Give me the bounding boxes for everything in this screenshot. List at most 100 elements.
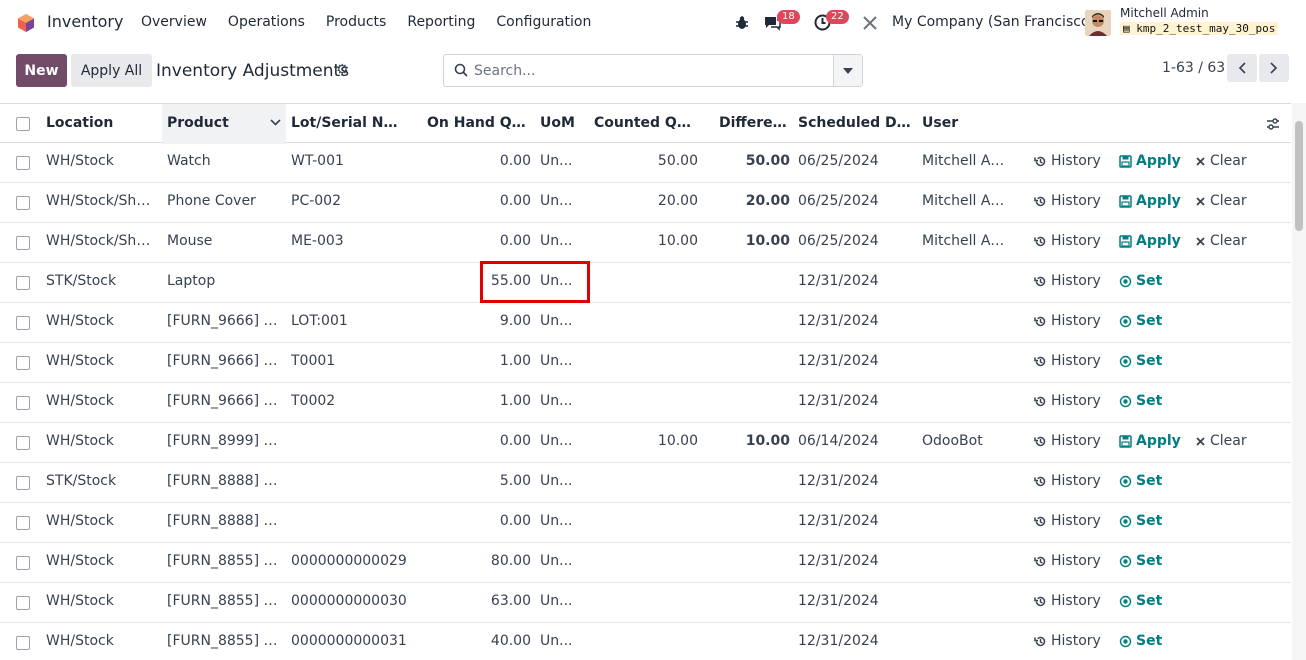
cell-product[interactable]: Phone Cover xyxy=(167,193,256,209)
cell-location[interactable]: STK/Stock xyxy=(46,273,117,289)
apply-button[interactable]: Apply xyxy=(1119,233,1181,249)
row-checkbox[interactable] xyxy=(16,156,30,170)
cell-scheduled-date[interactable]: 12/31/2024 xyxy=(798,513,879,529)
row-checkbox[interactable] xyxy=(16,356,30,370)
col-product[interactable]: Product xyxy=(167,115,229,131)
cell-on-hand[interactable]: 5.00 xyxy=(499,473,531,489)
history-button[interactable]: History xyxy=(1034,153,1101,169)
table-row[interactable]: WH/Stock [FURN_8888] O... 0.00 Un... 12/31/2… xyxy=(0,503,1291,543)
scrollbar-thumb[interactable] xyxy=(1295,121,1303,231)
history-button[interactable]: History xyxy=(1034,473,1101,489)
cell-scheduled-date[interactable]: 12/31/2024 xyxy=(798,353,879,369)
cell-scheduled-date[interactable]: 06/25/2024 xyxy=(798,153,879,169)
cell-product[interactable]: [FURN_8855] D... xyxy=(167,593,281,609)
cell-product[interactable]: [FURN_9666] T... xyxy=(167,393,281,409)
history-button[interactable]: History xyxy=(1034,193,1101,209)
table-row[interactable]: STK/Stock [FURN_8888] O... 5.00 Un... 12/31/… xyxy=(0,463,1291,503)
cell-product[interactable]: [FURN_8855] D... xyxy=(167,633,281,649)
cell-uom[interactable]: Un... xyxy=(540,233,573,249)
cell-product[interactable]: Laptop xyxy=(167,273,216,289)
cell-on-hand[interactable]: 9.00 xyxy=(499,313,531,329)
cell-counted[interactable]: 20.00 xyxy=(657,193,698,209)
table-row[interactable]: WH/Stock [FURN_8855] D... 0000000000029 80.… xyxy=(0,543,1291,583)
cell-scheduled-date[interactable]: 12/31/2024 xyxy=(798,393,879,409)
cell-scheduled-date[interactable]: 12/31/2024 xyxy=(798,273,879,289)
history-button[interactable]: History xyxy=(1034,313,1101,329)
cell-user[interactable]: Mitchell Ad... xyxy=(922,193,1012,209)
cell-uom[interactable]: Un... xyxy=(540,193,573,209)
cell-counted[interactable]: 10.00 xyxy=(657,433,698,449)
cell-counted[interactable]: 10.00 xyxy=(657,233,698,249)
cell-uom[interactable]: Un... xyxy=(540,433,573,449)
cell-on-hand[interactable]: 0.00 xyxy=(499,193,531,209)
cell-user[interactable]: Mitchell Ad... xyxy=(922,233,1012,249)
cell-lot-serial[interactable]: T0001 xyxy=(291,353,336,369)
cell-location[interactable]: WH/Stock xyxy=(46,633,114,649)
apply-button[interactable]: Apply xyxy=(1119,153,1181,169)
table-row[interactable]: WH/Stock [FURN_9666] T... T0001 1.00 Un... 12… xyxy=(0,343,1291,383)
cell-lot-serial[interactable]: ME-003 xyxy=(291,233,344,249)
cell-user[interactable]: Mitchell Ad... xyxy=(922,153,1012,169)
row-checkbox[interactable] xyxy=(16,396,30,410)
cell-location[interactable]: WH/Stock xyxy=(46,153,114,169)
user-avatar[interactable] xyxy=(1085,10,1111,36)
menu-operations[interactable]: Operations xyxy=(227,14,305,30)
bug-icon[interactable] xyxy=(735,15,749,30)
cell-scheduled-date[interactable]: 06/14/2024 xyxy=(798,433,879,449)
app-name[interactable]: Inventory xyxy=(47,12,124,31)
clear-button[interactable]: Clear xyxy=(1195,153,1247,169)
row-checkbox[interactable] xyxy=(16,636,30,650)
table-row[interactable]: WH/Stock [FURN_8999] T... 0.00 Un... 10.00 10… xyxy=(0,423,1291,463)
cell-scheduled-date[interactable]: 12/31/2024 xyxy=(798,313,879,329)
user-name[interactable]: Mitchell Admin xyxy=(1120,6,1209,20)
pager-previous-button[interactable] xyxy=(1227,54,1257,82)
cell-location[interactable]: WH/Stock xyxy=(46,433,114,449)
cell-product[interactable]: [FURN_8999] T... xyxy=(167,433,281,449)
history-button[interactable]: History xyxy=(1034,353,1101,369)
cell-uom[interactable]: Un... xyxy=(540,553,573,569)
row-checkbox[interactable] xyxy=(16,556,30,570)
cell-lot-serial[interactable]: T0002 xyxy=(291,393,336,409)
cell-user[interactable]: OdooBot xyxy=(922,433,983,449)
cell-scheduled-date[interactable]: 12/31/2024 xyxy=(798,633,879,649)
inventory-app-icon[interactable] xyxy=(16,13,36,33)
clear-button[interactable]: Clear xyxy=(1195,193,1247,209)
pager-next-button[interactable] xyxy=(1259,54,1289,82)
table-row[interactable]: WH/Stock Watch WT-001 0.00 Un... 50.00 50.00 06… xyxy=(0,143,1291,183)
history-button[interactable]: History xyxy=(1034,633,1101,649)
cell-uom[interactable]: Un... xyxy=(540,393,573,409)
row-checkbox[interactable] xyxy=(16,476,30,490)
table-row[interactable]: WH/Stock [FURN_9666] T... T0002 1.00 Un... 12… xyxy=(0,383,1291,423)
col-user[interactable]: User xyxy=(922,115,959,131)
cell-on-hand[interactable]: 0.00 xyxy=(499,153,531,169)
cell-location[interactable]: WH/Stock/Shel... xyxy=(46,193,158,209)
cell-on-hand[interactable]: 0.00 xyxy=(499,233,531,249)
row-checkbox[interactable] xyxy=(16,196,30,210)
row-checkbox[interactable] xyxy=(16,436,30,450)
table-row[interactable]: WH/Stock [FURN_8855] D... 0000000000030 63.… xyxy=(0,583,1291,623)
table-row[interactable]: WH/Stock [FURN_9666] T... LOT:001 9.00 Un...… xyxy=(0,303,1291,343)
cell-uom[interactable]: Un... xyxy=(540,313,573,329)
cell-product[interactable]: [FURN_9666] T... xyxy=(167,313,281,329)
col-location[interactable]: Location xyxy=(46,115,114,131)
cell-product[interactable]: Watch xyxy=(167,153,211,169)
cell-location[interactable]: WH/Stock/Shel... xyxy=(46,233,158,249)
col-lot-serial[interactable]: Lot/Serial Nu... xyxy=(291,115,406,131)
cell-lot-serial[interactable]: WT-001 xyxy=(291,153,344,169)
set-button[interactable]: Set xyxy=(1119,473,1162,489)
cell-uom[interactable]: Un... xyxy=(540,473,573,489)
cell-uom[interactable]: Un... xyxy=(540,353,573,369)
cell-product[interactable]: [FURN_8888] O... xyxy=(167,473,281,489)
cell-on-hand[interactable]: 1.00 xyxy=(499,353,531,369)
cell-uom[interactable]: Un... xyxy=(540,593,573,609)
clear-button[interactable]: Clear xyxy=(1195,433,1247,449)
table-row[interactable]: STK/Stock Laptop 55.00 Un... 12/31/2024 Histo… xyxy=(0,263,1291,303)
history-button[interactable]: History xyxy=(1034,233,1101,249)
table-row[interactable]: WH/Stock/Shel... Phone Cover PC-002 0.00 Un.… xyxy=(0,183,1291,223)
col-scheduled-date[interactable]: Scheduled Date xyxy=(798,115,913,131)
history-button[interactable]: History xyxy=(1034,433,1101,449)
cell-on-hand[interactable]: 63.00 xyxy=(490,593,531,609)
history-button[interactable]: History xyxy=(1034,593,1101,609)
vertical-scrollbar[interactable] xyxy=(1292,103,1306,660)
cell-uom[interactable]: Un... xyxy=(540,513,573,529)
